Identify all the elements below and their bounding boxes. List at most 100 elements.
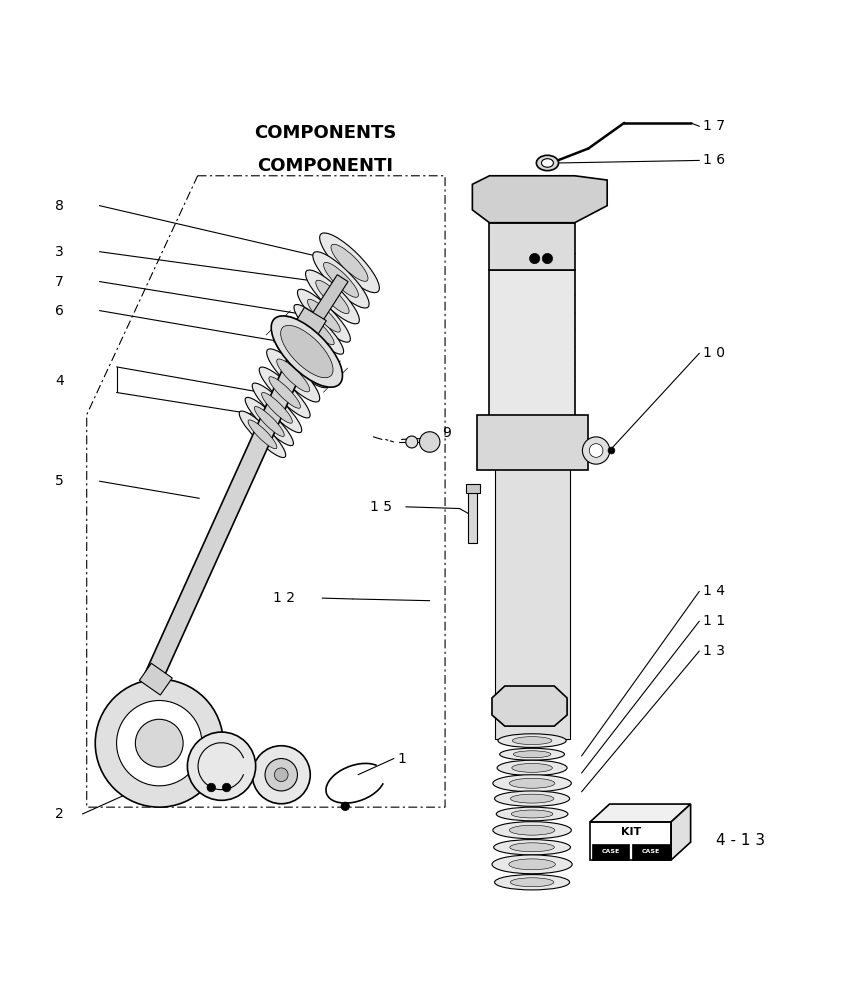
Ellipse shape bbox=[319, 233, 379, 293]
Ellipse shape bbox=[493, 775, 571, 792]
Ellipse shape bbox=[239, 411, 286, 458]
Polygon shape bbox=[473, 176, 607, 223]
Polygon shape bbox=[303, 275, 348, 335]
Ellipse shape bbox=[537, 155, 559, 171]
Text: COMPONENTI: COMPONENTI bbox=[258, 157, 394, 175]
Ellipse shape bbox=[294, 304, 343, 354]
Ellipse shape bbox=[509, 778, 555, 788]
Circle shape bbox=[419, 432, 440, 452]
Text: CASE: CASE bbox=[642, 849, 660, 854]
Ellipse shape bbox=[307, 299, 341, 332]
Circle shape bbox=[275, 768, 288, 782]
Ellipse shape bbox=[293, 327, 328, 362]
Ellipse shape bbox=[542, 159, 554, 167]
Ellipse shape bbox=[253, 383, 302, 433]
Ellipse shape bbox=[511, 810, 553, 818]
Polygon shape bbox=[142, 321, 321, 687]
Ellipse shape bbox=[276, 359, 310, 392]
Circle shape bbox=[543, 253, 553, 264]
Ellipse shape bbox=[510, 843, 555, 852]
Text: 1 2: 1 2 bbox=[273, 591, 294, 605]
Ellipse shape bbox=[495, 875, 569, 890]
Circle shape bbox=[582, 437, 609, 464]
Text: COMPONENTS: COMPONENTS bbox=[254, 124, 397, 142]
Ellipse shape bbox=[297, 289, 350, 342]
Ellipse shape bbox=[498, 734, 566, 747]
Text: 1 0: 1 0 bbox=[703, 346, 725, 360]
Circle shape bbox=[265, 759, 297, 791]
Text: KIT: KIT bbox=[621, 827, 641, 837]
Ellipse shape bbox=[508, 859, 556, 870]
Ellipse shape bbox=[259, 367, 310, 418]
Text: 1 7: 1 7 bbox=[703, 119, 725, 133]
Circle shape bbox=[341, 802, 349, 811]
Circle shape bbox=[135, 719, 183, 767]
Text: 2: 2 bbox=[55, 807, 64, 821]
Polygon shape bbox=[590, 822, 671, 860]
Ellipse shape bbox=[248, 420, 276, 449]
Ellipse shape bbox=[262, 392, 293, 423]
Circle shape bbox=[223, 783, 231, 792]
Ellipse shape bbox=[514, 751, 551, 758]
Text: 1 3: 1 3 bbox=[703, 644, 725, 658]
Ellipse shape bbox=[274, 332, 330, 388]
Polygon shape bbox=[492, 686, 567, 726]
Circle shape bbox=[95, 679, 223, 807]
Ellipse shape bbox=[494, 840, 570, 855]
Ellipse shape bbox=[493, 822, 571, 839]
Circle shape bbox=[589, 444, 603, 457]
Circle shape bbox=[207, 783, 216, 792]
Ellipse shape bbox=[510, 878, 554, 887]
Bar bbox=[466, 484, 480, 493]
Ellipse shape bbox=[312, 252, 369, 308]
Polygon shape bbox=[285, 307, 326, 353]
Text: 6: 6 bbox=[55, 304, 64, 318]
Text: 1 1: 1 1 bbox=[703, 614, 725, 628]
Circle shape bbox=[187, 732, 256, 800]
Ellipse shape bbox=[266, 349, 320, 402]
Ellipse shape bbox=[492, 855, 572, 874]
Circle shape bbox=[253, 746, 310, 804]
Ellipse shape bbox=[303, 314, 334, 345]
Polygon shape bbox=[590, 804, 691, 822]
Text: 4: 4 bbox=[55, 374, 64, 388]
Polygon shape bbox=[140, 663, 172, 695]
Text: 3: 3 bbox=[55, 245, 64, 259]
Ellipse shape bbox=[512, 763, 552, 772]
Ellipse shape bbox=[512, 737, 552, 745]
Circle shape bbox=[406, 436, 418, 448]
Bar bbox=[633, 844, 669, 860]
Ellipse shape bbox=[500, 748, 564, 760]
Bar bbox=[591, 844, 629, 860]
Polygon shape bbox=[671, 804, 691, 860]
Bar bbox=[495, 457, 569, 739]
Ellipse shape bbox=[495, 791, 569, 806]
Text: 1: 1 bbox=[397, 752, 406, 766]
Ellipse shape bbox=[497, 760, 567, 776]
Bar bbox=[490, 270, 574, 419]
Ellipse shape bbox=[324, 262, 359, 297]
Text: 8: 8 bbox=[55, 199, 64, 213]
Text: 1 6: 1 6 bbox=[703, 153, 725, 167]
Circle shape bbox=[530, 253, 540, 264]
Ellipse shape bbox=[316, 280, 349, 314]
Ellipse shape bbox=[510, 794, 554, 803]
Ellipse shape bbox=[331, 244, 368, 281]
Bar bbox=[478, 415, 588, 470]
Ellipse shape bbox=[284, 343, 319, 377]
Text: 1 4: 1 4 bbox=[703, 584, 725, 598]
Circle shape bbox=[116, 701, 202, 786]
Text: 5: 5 bbox=[55, 474, 64, 488]
Ellipse shape bbox=[281, 325, 333, 378]
Text: CASE: CASE bbox=[601, 849, 620, 854]
Text: 4 - 1 3: 4 - 1 3 bbox=[716, 833, 765, 848]
Ellipse shape bbox=[271, 316, 342, 387]
Ellipse shape bbox=[269, 377, 300, 408]
Text: 9: 9 bbox=[442, 426, 450, 440]
Ellipse shape bbox=[509, 825, 555, 835]
Ellipse shape bbox=[245, 397, 294, 446]
Text: 7: 7 bbox=[55, 275, 64, 289]
Circle shape bbox=[608, 447, 615, 454]
Text: 1 5: 1 5 bbox=[370, 500, 392, 514]
Ellipse shape bbox=[496, 807, 568, 821]
